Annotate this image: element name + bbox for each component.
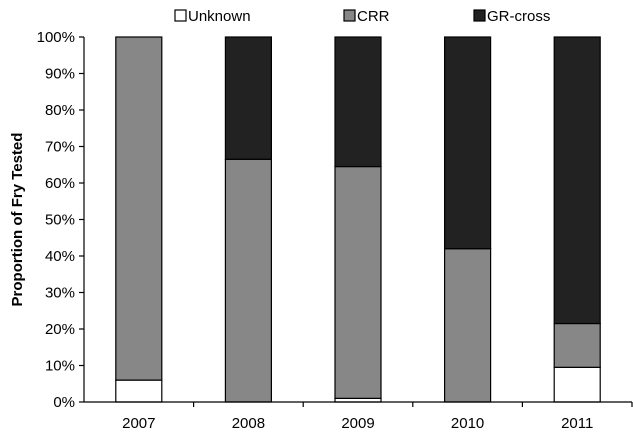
- x-tick-label-2008: 2008: [232, 415, 265, 432]
- y-tick-label: 20%: [45, 321, 75, 338]
- bar-gr-cross-2008: [224, 36, 272, 160]
- x-tick-label-2007: 2007: [122, 415, 155, 432]
- legend-swatch-gr-cross: [473, 9, 486, 22]
- bar-unknown-2011: [553, 366, 601, 403]
- bar-crr-2011: [553, 322, 601, 368]
- bar-crr-2010: [444, 248, 492, 403]
- y-tick-label: 0%: [53, 394, 75, 411]
- x-tick-label-2010: 2010: [451, 415, 484, 432]
- legend-swatch-crr: [343, 9, 356, 22]
- y-tick-label: 100%: [37, 29, 75, 46]
- y-tick-label: 60%: [45, 175, 75, 192]
- y-axis-label: Proportion of Fry Tested: [9, 133, 26, 307]
- bar-crr-2009: [334, 165, 382, 399]
- legend-label-unknown: Unknown: [188, 8, 251, 25]
- y-tick-label: 40%: [45, 248, 75, 265]
- legend-label-gr-cross: GR-cross: [487, 8, 550, 25]
- y-tick-label: 70%: [45, 139, 75, 156]
- bar-gr-cross-2009: [334, 36, 382, 168]
- bar-unknown-2007: [115, 379, 163, 403]
- bar-gr-cross-2010: [444, 36, 492, 250]
- y-tick-label: 90%: [45, 66, 75, 83]
- x-tick-label-2009: 2009: [341, 415, 374, 432]
- legend: Unknown CRR GR-cross: [174, 8, 550, 25]
- bar-crr-2008: [224, 158, 272, 403]
- x-tick-label-2011: 2011: [561, 415, 593, 432]
- bar-gr-cross-2011: [553, 36, 601, 325]
- legend-swatch-unknown: [174, 9, 187, 22]
- x-axis-ticks: 2007 2008 2009 2010 2011: [122, 402, 633, 432]
- y-tick-label: 30%: [45, 285, 75, 302]
- y-tick-label: 10%: [45, 358, 75, 375]
- y-axis-ticks: 0% 10% 20% 30% 40% 50% 60% 70% 80% 90% 100%: [37, 29, 84, 411]
- legend-label-crr: CRR: [357, 8, 390, 25]
- bars: [115, 36, 601, 403]
- y-tick-label: 50%: [45, 212, 75, 229]
- y-tick-label: 80%: [45, 102, 75, 119]
- bar-crr-2007: [115, 36, 163, 381]
